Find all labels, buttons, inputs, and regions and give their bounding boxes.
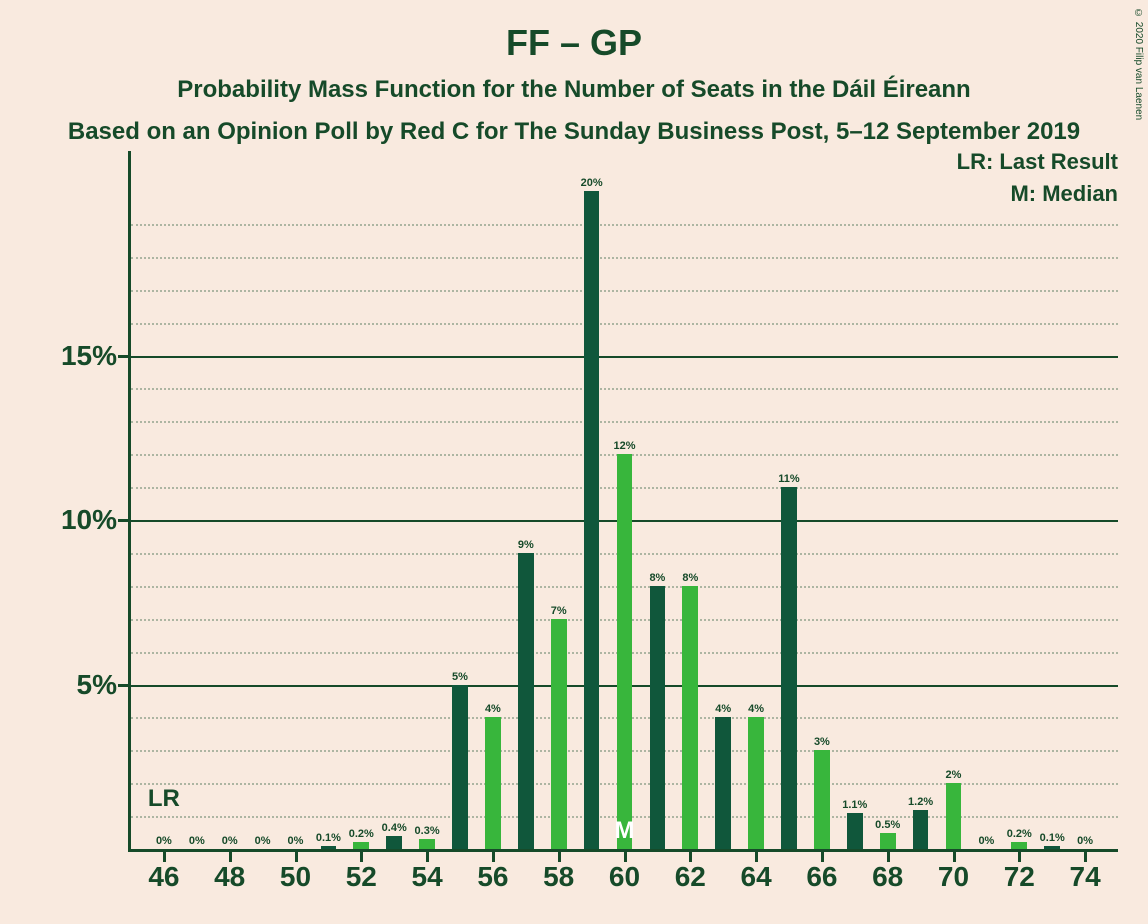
median-marker: M <box>615 817 635 845</box>
grid-minor-line <box>131 290 1118 292</box>
legend-m: M: Median <box>1010 181 1118 207</box>
bar-value-label: 0% <box>156 835 172 849</box>
x-tick-mark <box>887 852 890 862</box>
grid-major-line <box>131 356 1118 358</box>
chart-bar: 4% <box>748 717 764 849</box>
chart-bar: 0.4% <box>386 836 402 849</box>
bar-value-label: 0.3% <box>415 825 440 839</box>
chart-bar: 11% <box>781 487 797 849</box>
bar-value-label: 0.4% <box>382 822 407 836</box>
bar-value-label: 9% <box>518 539 534 553</box>
grid-minor-line <box>131 257 1118 259</box>
y-tick-mark <box>118 519 128 522</box>
legend-lr: LR: Last Result <box>957 149 1118 175</box>
x-tick-mark <box>689 852 692 862</box>
chart-bar: 0.1% <box>321 846 337 849</box>
bar-value-label: 0% <box>222 835 238 849</box>
chart-bar: 7% <box>551 619 567 849</box>
copyright-text: © 2020 Filip van Laenen <box>1133 8 1144 120</box>
bar-value-label: 0% <box>978 835 994 849</box>
bar-value-label: 0% <box>288 835 304 849</box>
x-tick-mark <box>1084 852 1087 862</box>
chart-bar: 2% <box>946 783 962 849</box>
x-tick-mark <box>821 852 824 862</box>
bar-value-label: 1.2% <box>908 796 933 810</box>
grid-minor-line <box>131 421 1118 423</box>
chart-bar: 3% <box>814 750 830 849</box>
chart-bar: 4% <box>715 717 731 849</box>
bar-value-label: 0% <box>255 835 271 849</box>
grid-minor-line <box>131 224 1118 226</box>
x-tick-mark <box>492 852 495 862</box>
chart-bar: 0.2% <box>1011 842 1027 849</box>
bar-value-label: 7% <box>551 605 567 619</box>
last-result-marker: LR <box>148 785 180 813</box>
y-tick-mark <box>118 355 128 358</box>
chart-plot-area: LR: Last Result M: Median 5%10%15%464850… <box>131 191 1118 849</box>
chart-bar: 0.3% <box>419 839 435 849</box>
x-tick-mark <box>163 852 166 862</box>
bar-value-label: 5% <box>452 671 468 685</box>
bar-value-label: 3% <box>814 736 830 750</box>
chart-bar: 1.1% <box>847 813 863 849</box>
chart-bar: 0.1% <box>1044 846 1060 849</box>
chart-bar: 5% <box>452 685 468 850</box>
bar-value-label: 4% <box>715 703 731 717</box>
x-tick-mark <box>229 852 232 862</box>
chart-bar: 12% <box>617 454 633 849</box>
chart-title: FF – GP <box>0 22 1148 64</box>
x-tick-mark <box>1018 852 1021 862</box>
chart-bar: 20% <box>584 191 600 849</box>
bar-value-label: 4% <box>485 703 501 717</box>
bar-value-label: 0.1% <box>1040 832 1065 846</box>
bar-value-label: 0% <box>189 835 205 849</box>
bar-value-label: 11% <box>778 473 799 487</box>
bar-value-label: 0.1% <box>316 832 341 846</box>
chart-bar: 0.5% <box>880 833 896 849</box>
chart-bar: 4% <box>485 717 501 849</box>
chart-bar: 8% <box>682 586 698 849</box>
chart-bar: 9% <box>518 553 534 849</box>
bar-value-label: 12% <box>613 440 635 454</box>
y-tick-mark <box>118 684 128 687</box>
x-tick-mark <box>295 852 298 862</box>
x-tick-mark <box>558 852 561 862</box>
chart-subtitle-1: Probability Mass Function for the Number… <box>0 76 1148 104</box>
x-tick-mark <box>624 852 627 862</box>
bar-value-label: 8% <box>649 572 665 586</box>
grid-minor-line <box>131 323 1118 325</box>
bar-value-label: 0.2% <box>1007 828 1032 842</box>
grid-minor-line <box>131 388 1118 390</box>
chart-bar: 1.2% <box>913 810 929 849</box>
x-tick-mark <box>755 852 758 862</box>
chart-bar: 0.2% <box>353 842 369 849</box>
bar-value-label: 4% <box>748 703 764 717</box>
chart-bar: 8% <box>650 586 666 849</box>
bar-value-label: 0% <box>1077 835 1093 849</box>
bar-value-label: 0.5% <box>875 819 900 833</box>
x-tick-mark <box>360 852 363 862</box>
bar-value-label: 8% <box>682 572 698 586</box>
bar-value-label: 2% <box>946 769 962 783</box>
bar-value-label: 20% <box>581 177 603 191</box>
bar-value-label: 0.2% <box>349 828 374 842</box>
x-tick-mark <box>953 852 956 862</box>
x-tick-mark <box>426 852 429 862</box>
bar-value-label: 1.1% <box>842 799 867 813</box>
chart-subtitle-2: Based on an Opinion Poll by Red C for Th… <box>0 118 1148 146</box>
